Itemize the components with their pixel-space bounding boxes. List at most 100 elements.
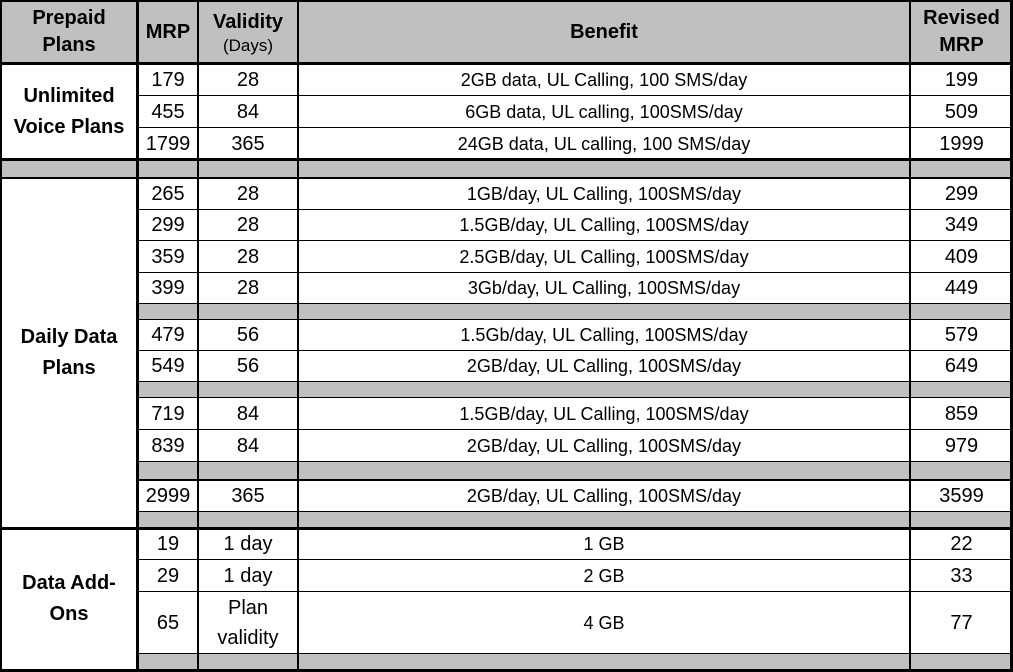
mrp-cell: 839 [151, 434, 185, 457]
separator-band [138, 512, 1013, 528]
category-unlimited-voice-plans: Unlimited Voice Plans [0, 64, 138, 160]
grid-line [138, 511, 1013, 512]
category-daily-line1: Daily Data [20, 326, 118, 348]
mrp-cell: 719 [151, 402, 185, 425]
benefit-cell: 4 GB [583, 612, 625, 633]
grid-line [138, 397, 1013, 398]
grid-line [0, 62, 1013, 65]
validity-cell: 84 [236, 100, 260, 123]
validity-cell: 28 [236, 214, 260, 236]
mrp-cell: 479 [151, 324, 185, 346]
revised-mrp-cell: 33 [950, 564, 973, 587]
mrp-cell: 179 [151, 68, 185, 91]
grid-line [138, 381, 1013, 382]
grid-line [138, 95, 1013, 96]
validity-cell: 56 [236, 324, 260, 346]
revised-mrp-cell: 509 [944, 100, 979, 123]
grid-line [138, 653, 1013, 654]
validity-cell: 84 [236, 402, 260, 425]
validity-cell: 28 [236, 277, 260, 299]
benefit-cell: 2GB/day, UL Calling, 100SMS/day [466, 356, 742, 376]
header-benefit-label: Benefit [570, 20, 638, 43]
validity-cell: 84 [236, 434, 260, 457]
mrp-cell: 399 [151, 277, 185, 299]
validity-line2: validity [217, 627, 279, 649]
grid-line [138, 350, 1013, 351]
benefit-cell: 1.5GB/day, UL Calling, 100SMS/day [459, 403, 749, 424]
separator-band [0, 160, 1013, 178]
benefit-cell: 1 GB [583, 533, 625, 554]
benefit-cell: 24GB data, UL calling, 100 SMS/day [457, 133, 751, 154]
revised-mrp-cell: 77 [950, 611, 973, 634]
header-mrp: MRP [138, 0, 198, 64]
validity-cell: Plan validity [198, 592, 298, 654]
mrp-cell: 65 [156, 611, 180, 634]
category-voice-line1: Unlimited [23, 85, 115, 107]
mrp-cell: 359 [151, 245, 185, 268]
mrp-cell: 265 [151, 182, 185, 205]
revised-mrp-cell: 859 [944, 402, 979, 425]
revised-mrp-cell: 299 [944, 182, 979, 205]
revised-mrp-cell: 199 [944, 68, 979, 91]
validity-cell: 365 [231, 132, 265, 155]
mrp-cell: 299 [151, 214, 185, 236]
category-addons-line2: Ons [49, 603, 89, 625]
grid-line [138, 127, 1013, 128]
grid-line [138, 303, 1013, 304]
header-validity-label: Validity [212, 10, 284, 33]
header-revised-line2: MRP [939, 34, 984, 56]
revised-mrp-cell: 579 [944, 324, 979, 346]
revised-mrp-cell: 22 [950, 532, 973, 555]
grid-line [197, 0, 199, 672]
benefit-cell: 2GB/day, UL Calling, 100SMS/day [466, 435, 742, 456]
separator-band [138, 654, 1013, 670]
benefit-cell: 2GB/day, UL Calling, 100SMS/day [466, 485, 742, 506]
grid-line [138, 429, 1013, 430]
benefit-cell: 2 GB [583, 565, 625, 586]
benefit-cell: 3Gb/day, UL Calling, 100SMS/day [467, 278, 741, 298]
mrp-cell: 455 [151, 100, 185, 123]
mrp-cell: 29 [156, 564, 180, 587]
benefit-cell: 2GB data, UL Calling, 100 SMS/day [460, 69, 748, 90]
benefit-cell: 2.5GB/day, UL Calling, 100SMS/day [459, 246, 749, 267]
mrp-cell: 549 [151, 355, 185, 377]
validity-cell: 28 [236, 245, 260, 268]
validity-line1: Plan [227, 597, 269, 619]
grid-line [138, 272, 1013, 273]
table-border-left [0, 0, 2, 672]
table-border-bottom [0, 669, 1013, 672]
revised-mrp-cell: 649 [944, 355, 979, 377]
validity-cell: 1 day [223, 564, 273, 587]
grid-line [138, 319, 1013, 320]
revised-mrp-cell: 409 [944, 245, 979, 268]
grid-line [0, 158, 1013, 161]
header-band [0, 0, 1013, 64]
mrp-cell: 1799 [145, 132, 191, 155]
validity-cell: 28 [236, 182, 260, 205]
header-validity: Validity (Days) [198, 0, 298, 64]
header-mrp-label: MRP [145, 20, 191, 43]
separator-band [138, 382, 1013, 398]
grid-line [909, 0, 911, 672]
grid-line [138, 559, 1013, 560]
benefit-cell: 1.5Gb/day, UL Calling, 100SMS/day [460, 325, 748, 345]
revised-mrp-cell: 349 [944, 214, 979, 236]
grid-line [0, 177, 1013, 179]
grid-line [136, 0, 139, 672]
table-border-top [0, 0, 1013, 2]
mrp-cell: 19 [156, 532, 180, 555]
category-daily-line2: Plans [42, 357, 96, 379]
category-addons-line1: Data Add- [22, 572, 116, 594]
category-data-add-ons: Data Add- Ons [0, 528, 138, 670]
validity-cell: 365 [231, 484, 265, 507]
benefit-cell: 1GB/day, UL Calling, 100SMS/day [466, 183, 742, 204]
grid-line [0, 527, 1013, 530]
benefit-cell: 1.5GB/day, UL Calling, 100SMS/day [459, 215, 749, 235]
header-prepaid-plans: Prepaid Plans [0, 0, 138, 64]
mrp-cell: 2999 [145, 484, 191, 507]
validity-cell: 56 [236, 355, 260, 377]
category-daily-data-plans: Daily Data Plans [0, 178, 138, 528]
grid-line [138, 240, 1013, 241]
category-voice-line2: Voice Plans [13, 116, 125, 138]
